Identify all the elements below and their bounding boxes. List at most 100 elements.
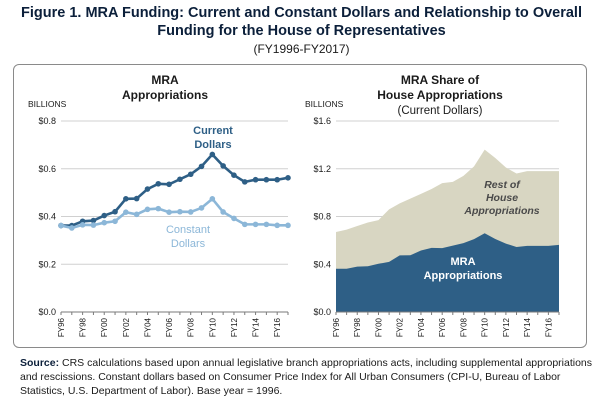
constant-dollars-point <box>69 225 75 231</box>
constant-dollars-point <box>133 211 140 218</box>
constant-dollars-point <box>209 196 216 202</box>
chart-frame <box>13 64 587 348</box>
right-xtick-label: FY06 <box>438 317 447 337</box>
left-chart-title-line2: Appropriations <box>122 88 208 102</box>
left-xtick-label: FY98 <box>79 317 88 337</box>
source-note: Source: CRS calculations based upon annu… <box>20 356 592 398</box>
current-dollars-point <box>166 181 172 188</box>
left-ytick-label: $0.8 <box>38 116 56 126</box>
constant-dollars-label-line2: Dollars <box>171 238 206 250</box>
charts-canvas: MRA Appropriations BILLIONS $0.0 $0.2 $0.4… <box>28 73 560 337</box>
constant-dollars-point <box>90 222 97 228</box>
rest-of-house-label-line2: House <box>486 192 518 204</box>
constant-dollars-point <box>101 219 108 226</box>
right-chart-title-line2: House Appropriations <box>377 88 503 102</box>
constant-dollars-point <box>166 209 172 216</box>
current-dollars-point <box>209 151 216 158</box>
left-ytick-label: $0.6 <box>38 164 56 174</box>
right-ytick-label: $0.0 <box>313 307 331 317</box>
constant-dollars-point <box>187 209 194 215</box>
current-dollars-point <box>274 176 280 183</box>
right-chart-title-line1: MRA Share of <box>401 73 480 87</box>
mra-area <box>336 233 559 312</box>
left-xtick-label: FY10 <box>208 317 217 337</box>
right-ytick-label: $0.8 <box>313 212 331 222</box>
current-dollars-point <box>144 186 151 192</box>
right-xtick-label: FY96 <box>332 317 341 337</box>
current-dollars-line <box>61 152 289 227</box>
right-xtick-label: FY12 <box>502 317 511 337</box>
constant-dollars-point <box>220 209 226 215</box>
current-dollars-point <box>241 179 248 185</box>
current-dollars-point <box>198 163 205 170</box>
current-dollars-point <box>112 208 118 215</box>
current-dollars-point <box>101 212 108 219</box>
current-dollars-point <box>123 196 129 202</box>
left-xtick-label: FY08 <box>187 317 196 337</box>
left-xtick-label: FY14 <box>252 317 261 337</box>
left-xtick-label: FY06 <box>165 317 174 337</box>
right-xtick-label: FY98 <box>353 317 362 337</box>
current-dollars-point <box>133 195 140 202</box>
constant-dollars-point <box>252 221 259 228</box>
current-dollars-label-line2: Dollars <box>194 139 231 151</box>
left-ylabel: BILLIONS <box>28 99 67 109</box>
constant-dollars-point <box>79 222 86 228</box>
mra-area-label-line2: Appropriations <box>424 270 503 282</box>
constant-dollars-point <box>274 222 280 229</box>
left-ytick-label: $0.0 <box>38 307 56 317</box>
current-dollars-label-line1: Current <box>193 125 233 137</box>
source-text: CRS calculations based upon annual legis… <box>20 357 593 397</box>
current-dollars-point <box>155 180 162 187</box>
constant-dollars-label-line1: Constant <box>166 224 210 236</box>
constant-dollars-point <box>177 208 183 215</box>
right-chart: $0.0 $0.4 $0.8 $1.2 $1.6 FY96 FY98 FY00 FY02 FY04… <box>313 116 560 337</box>
left-ytick-label: $0.2 <box>38 259 56 269</box>
current-dollars-point <box>187 171 194 178</box>
left-xtick-label: FY00 <box>100 317 109 337</box>
right-xtick-label: FY08 <box>459 317 468 337</box>
rest-of-house-label-line3: Appropriations <box>463 205 539 217</box>
figure-title: Figure 1. MRA Funding: Current and Const… <box>21 5 582 39</box>
right-ytick-label: $1.6 <box>313 116 331 126</box>
source-label: Source: <box>20 357 60 369</box>
right-xtick-label: FY04 <box>417 317 426 337</box>
constant-dollars-point <box>198 205 205 211</box>
mra-area-label-line1: MRA <box>450 256 475 268</box>
right-ylabel: BILLIONS <box>305 99 344 109</box>
right-chart-subtitle: (Current Dollars) <box>398 105 483 117</box>
constant-dollars-point <box>123 209 129 216</box>
right-ytick-label: $0.4 <box>313 259 331 269</box>
current-dollars-point <box>90 217 97 224</box>
left-xtick-label: FY04 <box>143 317 152 337</box>
constant-dollars-line <box>60 196 288 230</box>
current-dollars-point <box>263 176 270 183</box>
right-xtick-label: FY00 <box>374 317 383 337</box>
right-xtick-label: FY10 <box>481 317 490 337</box>
right-xtick-label: FY16 <box>544 317 553 337</box>
figure-subtitle: (FY1996-FY2017) <box>253 42 350 56</box>
left-xtick-label: FY12 <box>230 317 239 337</box>
current-dollars-point <box>231 172 237 178</box>
current-dollars-point <box>252 176 259 183</box>
constant-dollars-point <box>58 222 64 229</box>
constant-dollars-point <box>241 221 248 228</box>
constant-dollars-point <box>144 206 151 213</box>
constant-dollars-point <box>231 215 237 222</box>
left-ytick-label: $0.4 <box>38 212 56 222</box>
left-xtick-label: FY02 <box>122 317 131 337</box>
left-chart-title-line1: MRA <box>151 73 179 87</box>
right-ytick-label: $1.2 <box>313 164 331 174</box>
current-dollars-point <box>177 176 183 183</box>
constant-dollars-point <box>285 222 291 229</box>
left-xtick-label: FY96 <box>57 317 66 337</box>
left-chart: $0.0 $0.2 $0.4 $0.6 $0.8 FY96 FY98 FY00 FY02 FY04… <box>38 116 291 337</box>
current-dollars-point <box>285 175 291 181</box>
rest-of-house-label-line1: Rest of <box>484 179 521 191</box>
left-xtick-label: FY16 <box>273 317 282 337</box>
constant-dollars-point <box>263 221 270 228</box>
current-dollars-point <box>220 163 226 169</box>
right-xtick-label: FY14 <box>523 317 532 337</box>
constant-dollars-point <box>112 218 118 225</box>
right-xtick-label: FY02 <box>396 317 405 337</box>
